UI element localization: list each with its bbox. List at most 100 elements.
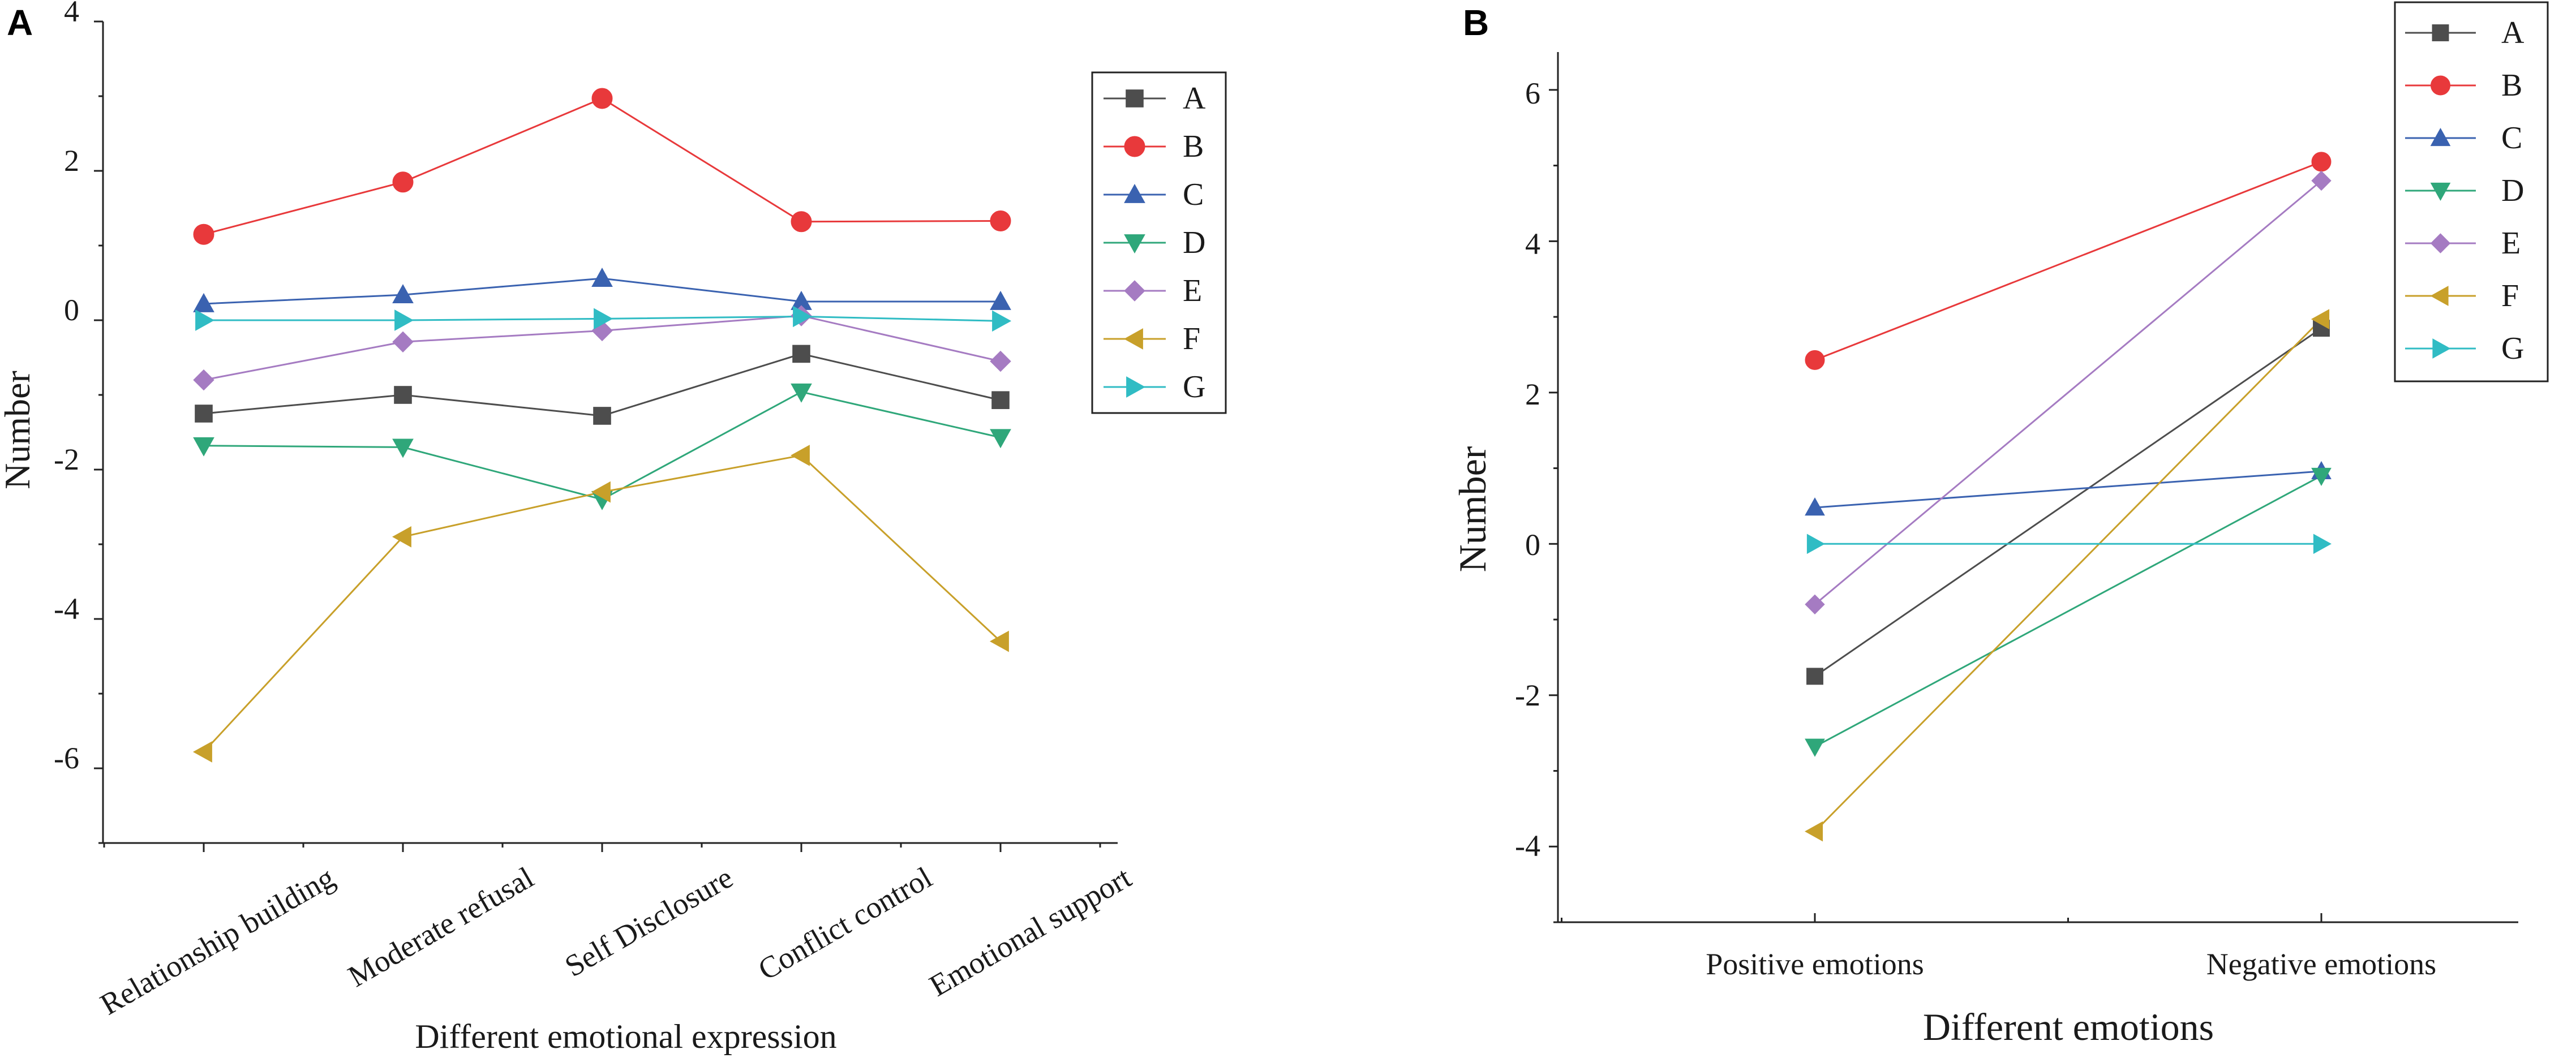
a-point-f xyxy=(591,481,611,503)
a-xtick-label: Relationship building xyxy=(95,860,340,1021)
a-point-f xyxy=(989,630,1009,652)
a-ytick-label: -2 xyxy=(54,442,79,476)
a-legend-label: B xyxy=(1183,129,1204,164)
b-point-c xyxy=(1805,497,1825,516)
a-ytick-label: 0 xyxy=(64,293,79,327)
panel-a-series xyxy=(192,88,1012,763)
a-point-d xyxy=(990,429,1011,449)
b-legend-label: B xyxy=(2501,68,2522,103)
b-ytick-label: -2 xyxy=(1515,678,1540,712)
a-point-d xyxy=(392,438,414,458)
a-xtick-label: Moderate refusal xyxy=(342,860,539,994)
a-legend-label: G xyxy=(1183,369,1205,405)
b-point-d xyxy=(1805,738,1825,757)
b-series-line-c xyxy=(1814,470,2322,509)
a-point-c xyxy=(392,284,414,304)
b-point-e xyxy=(2311,170,2332,191)
a-legend-label: F xyxy=(1183,321,1200,356)
a-ytick-label: 4 xyxy=(64,0,79,28)
panel-b-letter: B xyxy=(1463,2,1489,43)
a-ytick-label: -4 xyxy=(54,592,79,626)
panel-b-series xyxy=(1804,152,2332,842)
b-legend-label: D xyxy=(2501,173,2524,208)
b-series-line-a xyxy=(1814,327,2322,677)
a-ytick-label: 2 xyxy=(64,144,79,178)
a-x-axis-title: Different emotional expression xyxy=(415,1018,836,1055)
a-point-g xyxy=(793,306,813,328)
a-point-g xyxy=(195,309,215,331)
b-x-axis-title: Different emotions xyxy=(1923,1005,2214,1048)
a-point-g xyxy=(992,310,1012,332)
a-legend-label: E xyxy=(1183,273,1202,308)
b-point-d xyxy=(2311,467,2332,486)
a-point-d xyxy=(791,383,812,403)
a-xtick-label: Self Disclosure xyxy=(559,860,739,983)
b-legend-marker-e xyxy=(2430,233,2451,253)
a-point-e xyxy=(990,350,1011,372)
a-point-e xyxy=(193,369,214,391)
a-point-a xyxy=(195,405,213,423)
a-legend-marker-e xyxy=(1124,280,1145,302)
a-point-b xyxy=(193,223,214,245)
a-point-f xyxy=(392,526,411,548)
a-xtick-label: Conflict control xyxy=(753,860,938,987)
a-legend-label: C xyxy=(1183,177,1204,212)
a-point-a xyxy=(792,345,810,363)
b-legend-label: G xyxy=(2501,331,2524,366)
b-ytick-label: 2 xyxy=(1525,377,1540,411)
a-point-c xyxy=(990,290,1011,310)
a-point-a xyxy=(991,391,1010,410)
b-legend-marker-d xyxy=(2430,182,2451,201)
b-legend-label: E xyxy=(2501,226,2521,261)
panel-a: A -6 -4 -2 0 2 4 Relationship building M… xyxy=(0,0,1227,1055)
a-legend-marker-f xyxy=(1123,328,1143,350)
a-point-a xyxy=(593,407,611,425)
a-legend-marker-g xyxy=(1126,376,1146,398)
b-legend-label: A xyxy=(2501,15,2525,50)
b-point-e xyxy=(1805,594,1825,615)
b-point-f xyxy=(2311,309,2330,329)
a-legend-marker-d xyxy=(1124,234,1145,254)
a-series-line-a xyxy=(203,352,1001,417)
panel-a-letter: A xyxy=(7,2,33,43)
b-point-b xyxy=(2311,152,2332,172)
b-legend-marker-b xyxy=(2431,75,2450,96)
a-point-a xyxy=(394,386,412,404)
b-legend-marker-g xyxy=(2432,338,2451,359)
a-point-b xyxy=(591,88,613,109)
a-legend-label: A xyxy=(1183,81,1206,116)
b-ytick-label: 6 xyxy=(1525,76,1540,110)
a-point-e xyxy=(392,331,414,352)
b-legend-label: C xyxy=(2501,121,2522,156)
a-ytick-label: -6 xyxy=(54,741,79,775)
panel-b: B -4 -2 0 2 4 6 Positive emotions Negati… xyxy=(1451,1,2549,1048)
panel-b-axes xyxy=(1549,52,2518,923)
b-legend-frame xyxy=(2394,1,2549,382)
b-point-g xyxy=(1806,534,1826,554)
b-point-b xyxy=(1805,350,1825,370)
panel-b-legend: A B C D E F G xyxy=(2394,1,2549,382)
a-point-c xyxy=(591,268,613,287)
b-ytick-label: 4 xyxy=(1525,227,1540,261)
a-series-line-b xyxy=(203,97,1001,235)
b-series-line-e xyxy=(1814,180,2322,605)
a-point-d xyxy=(193,437,214,457)
b-y-axis-title: Number xyxy=(1451,446,1494,572)
b-ytick-label: -4 xyxy=(1515,829,1540,863)
b-point-f xyxy=(1804,821,1823,842)
panel-a-axes xyxy=(94,20,1118,852)
a-y-axis-title: Number xyxy=(0,371,37,489)
a-point-g xyxy=(594,308,613,330)
b-point-a xyxy=(1806,668,1823,685)
a-xtick-label: Emotional support xyxy=(924,860,1137,1003)
a-point-f xyxy=(192,741,212,763)
a-legend-label: D xyxy=(1183,225,1205,260)
b-legend-marker-c xyxy=(2430,127,2451,147)
a-legend-marker-c xyxy=(1124,183,1145,203)
b-ytick-label: 0 xyxy=(1525,528,1540,562)
panel-b-x-tick-labels: Positive emotions Negative emotions xyxy=(1706,947,2436,981)
a-point-b xyxy=(791,211,812,233)
b-series-line-f xyxy=(1814,319,2322,832)
a-point-c xyxy=(193,293,214,312)
